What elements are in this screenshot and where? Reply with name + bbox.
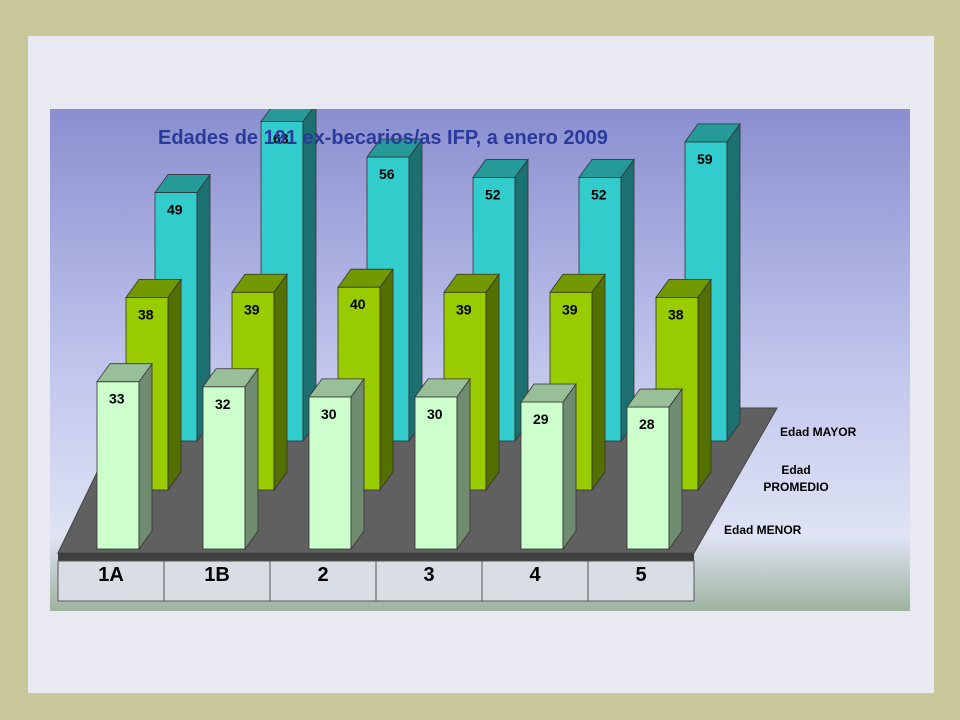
bar-value-label: 59	[697, 151, 713, 167]
bar-top-face	[337, 268, 394, 288]
bar-front-face	[308, 396, 352, 550]
bar-edad-menor-4: 29	[520, 382, 577, 551]
bar-side-face	[244, 367, 259, 551]
category-label-1b: 1B	[204, 564, 230, 586]
bar-top-face	[626, 388, 683, 408]
bar-front-face	[202, 386, 246, 550]
series-label-promedio-line2: PROMEDIO	[763, 480, 829, 494]
chart-floor-edge	[58, 553, 694, 561]
bar-side-face	[668, 387, 683, 551]
bar-side-face	[726, 122, 741, 443]
bar-top-face	[549, 273, 606, 293]
bar-side-face	[697, 278, 712, 492]
bar-value-label: 28	[639, 416, 655, 432]
bar-value-label: 39	[562, 301, 578, 317]
bar-edad-menor-3: 30	[414, 377, 471, 551]
bar-top-face	[472, 158, 529, 178]
bar-side-face	[350, 377, 365, 551]
bar-top-face	[154, 174, 211, 193]
bar-top-face	[96, 363, 153, 383]
bar-value-label: 40	[350, 296, 366, 312]
bar-side-face	[379, 267, 394, 492]
bar-top-face	[308, 378, 365, 398]
bar-top-face	[366, 138, 423, 158]
bar-top-face	[578, 158, 635, 178]
category-label-2: 2	[317, 564, 329, 586]
bar-value-label: 38	[138, 306, 154, 322]
bar-front-face	[96, 381, 140, 550]
chart-title: Edades de 191 ex-becarios/as IFP, a ener…	[158, 127, 608, 149]
bar-top-face	[231, 273, 288, 293]
bar-value-label: 63	[273, 131, 289, 147]
series-label-promedio: Edad PROMEDIO	[756, 462, 836, 496]
series-label-menor-line1: Edad MENOR	[724, 523, 802, 537]
bar-value-label: 39	[244, 301, 260, 317]
bar-value-label: 38	[668, 306, 684, 322]
bar-front-face	[520, 401, 564, 550]
bar-top-face	[684, 123, 741, 143]
bar-value-label: 30	[321, 406, 337, 422]
bar-side-face	[167, 278, 182, 492]
bar-value-label: 56	[379, 166, 395, 182]
bar-top-face	[202, 368, 259, 388]
bar-side-face	[273, 273, 288, 492]
bar-edad-menor-2: 30	[308, 377, 365, 551]
series-label-menor: Edad MENOR	[724, 522, 801, 539]
bar-value-label: 32	[215, 396, 231, 412]
bar-value-label: 49	[167, 202, 183, 218]
category-label-4: 4	[529, 564, 541, 586]
bar-top-face	[414, 378, 471, 398]
bar-value-label: 29	[533, 411, 549, 427]
bar-side-face	[138, 362, 153, 551]
series-label-promedio-line1: Edad	[781, 463, 811, 477]
bar-value-label: 33	[109, 391, 125, 407]
bars: 49 63 56 52 52 59 38 39 40 39 39 38 33 32 30 30 29 28	[96, 109, 741, 551]
bar-edad-menor-5: 28	[626, 387, 683, 551]
series-label-mayor-line1: Edad MAYOR	[780, 425, 857, 439]
bar-edad-menor-1b: 32	[202, 367, 259, 551]
bar-value-label: 52	[485, 186, 501, 202]
bar-top-face	[443, 273, 500, 293]
bar-top-face	[260, 109, 313, 122]
bar-value-label: 52	[591, 186, 607, 202]
category-label-5: 5	[635, 564, 647, 586]
bar-side-face	[456, 377, 471, 551]
bar-value-label: 39	[456, 301, 472, 317]
category-label-1a: 1A	[98, 564, 124, 586]
bar-side-face	[620, 158, 635, 443]
axis-dividers	[57, 561, 695, 601]
bar-edad-menor-1a: 33	[96, 362, 153, 551]
bar-side-face	[562, 382, 577, 551]
bar-value-label: 30	[427, 406, 443, 422]
bar-side-face	[591, 273, 606, 492]
bar-top-face	[125, 278, 182, 298]
bar-top-face	[520, 383, 577, 403]
bar-front-face	[626, 406, 670, 550]
bar-side-face	[485, 273, 500, 492]
bar-top-face	[655, 278, 712, 298]
chart-area: 49 63 56 52 52 59 38 39 40 39 39 38 33 32 30 30 29 28 Eda…	[50, 109, 910, 611]
category-label-3: 3	[423, 564, 435, 586]
series-label-mayor: Edad MAYOR	[780, 424, 856, 441]
